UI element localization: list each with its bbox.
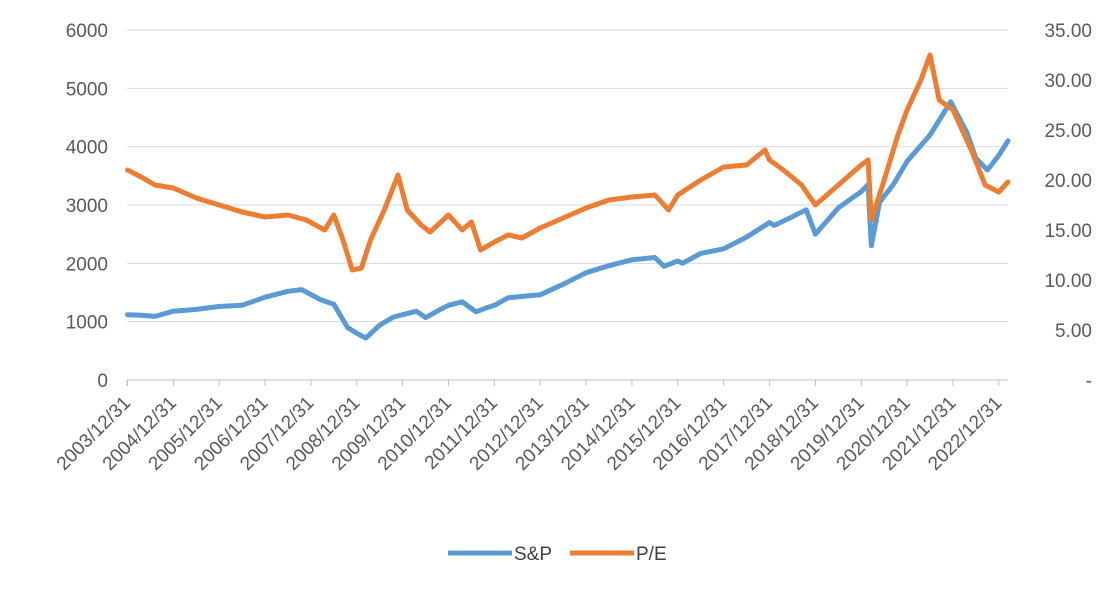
legend: S&P P/E	[448, 544, 667, 565]
y-tick-label: 6000	[66, 21, 108, 42]
legend-label-p-e: P/E	[636, 544, 667, 565]
y-tick-label: 3000	[66, 196, 108, 217]
y2-tick-label: 15.00	[1044, 221, 1092, 242]
y2-tick-label: 5.00	[1055, 321, 1092, 342]
y2-tick-label: 35.00	[1044, 21, 1092, 42]
y-tick-label: 2000	[66, 254, 108, 275]
y-tick-label: 0	[97, 371, 108, 392]
y2-tick-label: 30.00	[1044, 71, 1092, 92]
y2-tick-label: 10.00	[1044, 271, 1092, 292]
series-line-s-p	[125, 99, 1011, 341]
y2-tick-label: 25.00	[1044, 121, 1092, 142]
legend-label-s-p: S&P	[514, 544, 552, 565]
grid	[127, 29, 1008, 323]
y2-tick-label: -	[1086, 371, 1092, 392]
series-lines	[125, 52, 1011, 341]
y2-tick-label: 20.00	[1044, 171, 1092, 192]
series-line-p-e	[125, 52, 1011, 273]
y-tick-label: 5000	[66, 79, 108, 100]
y-tick-label: 4000	[66, 138, 108, 159]
y-tick-label: 1000	[66, 313, 108, 334]
